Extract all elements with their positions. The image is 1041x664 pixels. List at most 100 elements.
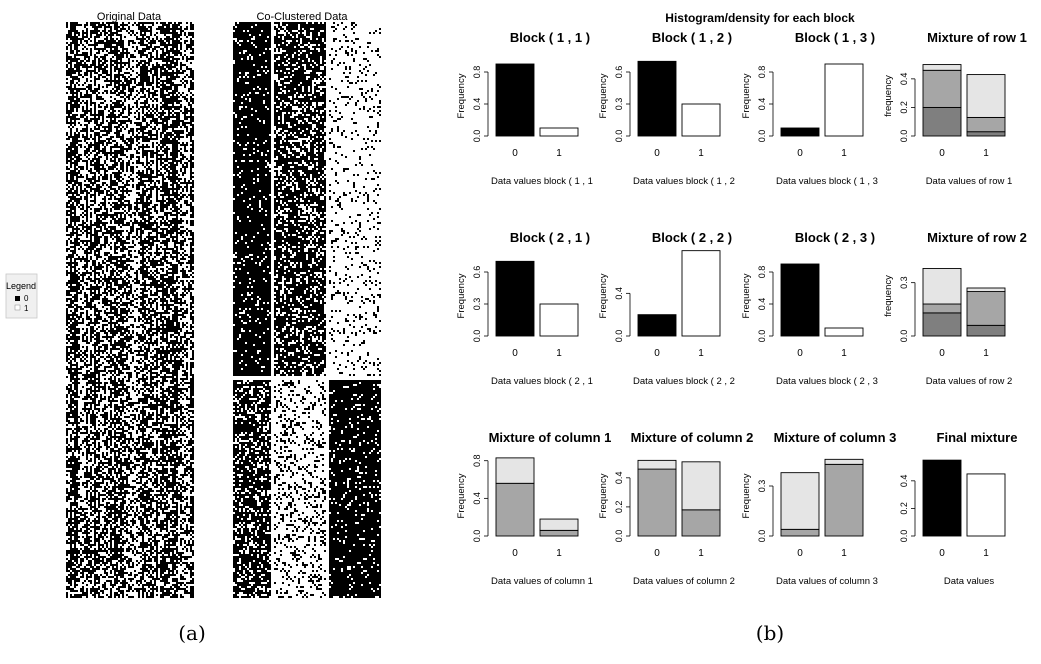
x-axis-label: Data values of row 2	[926, 376, 1013, 387]
x-tick-label: 1	[983, 548, 989, 559]
histogram-8: Mixture of row 2 frequency 0.0 0.3 0 1 Data va…	[883, 230, 1027, 387]
bar-1-segment-1	[966, 324, 1006, 337]
x-tick-label: 1	[698, 348, 704, 359]
x-axis-label: Data values	[944, 576, 994, 587]
y-tick-label: 0.0	[899, 130, 909, 143]
x-axis-label: Data values of row 1	[926, 176, 1013, 187]
bar-1	[539, 127, 579, 137]
y-tick-label: 0.8	[472, 66, 482, 79]
x-tick-label: 1	[556, 548, 562, 559]
histogram-title: Block ( 2 , 3 )	[795, 230, 875, 245]
x-tick-label: 1	[841, 548, 847, 559]
x-tick-label: 1	[698, 148, 704, 159]
bar-1-segment-1	[966, 131, 1006, 137]
x-tick-label: 0	[512, 348, 518, 359]
x-axis-label: Data values block ( 1 , 3	[776, 176, 878, 187]
y-tick-label: 0.0	[899, 530, 909, 543]
bar-0	[495, 260, 535, 337]
legend-title: Legend	[6, 281, 36, 291]
bar-0-segment-1	[780, 528, 820, 537]
y-axis-label: Frequency	[598, 473, 609, 518]
histogram-10: Mixture of column 2 Frequency 0.0 0.2 0.4 0 1 D…	[598, 430, 753, 587]
x-tick-label: 0	[654, 548, 660, 559]
x-tick-label: 0	[654, 348, 660, 359]
bar-0	[780, 263, 820, 337]
matrix-block-1-2-cells	[274, 22, 326, 376]
histogram-grid: Block ( 1 , 1 ) Frequency 0.0 0.4 0.8 0 1 Data …	[456, 30, 1027, 587]
y-tick-label: 0.4	[899, 475, 909, 488]
histogram-title: Mixture of column 2	[631, 430, 754, 445]
x-tick-label: 1	[556, 348, 562, 359]
histogram-title: Block ( 1 , 2 )	[652, 30, 732, 45]
bar-1-segment-1	[824, 463, 864, 537]
caption-b: (b)	[756, 621, 784, 645]
histogram-title: Mixture of row 2	[927, 230, 1027, 245]
y-axis-label: Frequency	[456, 73, 467, 118]
histogram-title: Block ( 2 , 2 )	[652, 230, 732, 245]
x-tick-label: 0	[512, 148, 518, 159]
x-tick-label: 1	[841, 348, 847, 359]
original-data-title: Original Data	[97, 11, 162, 23]
y-tick-label: 0.4	[614, 472, 624, 485]
y-tick-label: 0.0	[757, 330, 767, 343]
bar-0-segment-3	[922, 64, 962, 71]
y-tick-label: 0.0	[757, 130, 767, 143]
matrix-block-2-1-cells	[233, 380, 271, 598]
bar-0	[780, 127, 820, 137]
y-tick-label: 0.0	[614, 330, 624, 343]
bar-1	[824, 63, 864, 137]
bar-0-segment-1	[922, 106, 962, 137]
y-tick-label: 0.6	[614, 66, 624, 79]
y-tick-label: 0.0	[472, 130, 482, 143]
legend: Legend 0 1	[5, 273, 38, 319]
histogram-4: Mixture of row 1 frequency 0.0 0.2 0.4 0 1 Data…	[883, 30, 1027, 187]
y-axis-label: Frequency	[598, 273, 609, 318]
x-tick-label: 0	[797, 348, 803, 359]
y-tick-label: 0.0	[757, 530, 767, 543]
x-tick-label: 1	[983, 148, 989, 159]
histogram-title: Final mixture	[937, 430, 1018, 445]
histogram-6: Block ( 2 , 2 ) Frequency 0.0 0.4 0 1 Data val…	[598, 230, 735, 387]
histogram-12: Final mixture 0.0 0.2 0.4 0 1 Data values	[899, 430, 1017, 587]
bar-0-segment-3	[922, 267, 962, 305]
bar-1	[681, 250, 721, 337]
x-tick-label: 0	[939, 548, 945, 559]
y-tick-label: 0.0	[899, 330, 909, 343]
bar-0-segment-2	[637, 459, 677, 470]
y-axis-label: Frequency	[598, 73, 609, 118]
bar-1-segment-2	[966, 291, 1006, 326]
y-axis-label: Frequency	[741, 273, 752, 318]
panel-b: Histogram/density for each block Block (…	[456, 11, 1027, 645]
x-tick-label: 1	[983, 348, 989, 359]
bar-0-segment-1	[495, 482, 535, 537]
bar-0	[637, 60, 677, 137]
bar-0-segment-2	[922, 69, 962, 108]
y-tick-label: 0.2	[899, 502, 909, 515]
panel-b-title: Histogram/density for each block	[665, 11, 855, 25]
legend-box	[5, 273, 38, 319]
x-axis-label: Data values of column 3	[776, 576, 878, 587]
x-axis-label: Data values block ( 2 , 1	[491, 376, 593, 387]
x-tick-label: 1	[556, 148, 562, 159]
bar-1	[681, 103, 721, 137]
y-tick-label: 0.0	[472, 530, 482, 543]
bar-0	[495, 63, 535, 137]
bar-1-segment-3	[966, 287, 1006, 293]
bar-1-segment-1	[681, 509, 721, 537]
histogram-title: Mixture of row 1	[927, 30, 1027, 45]
histogram-title: Block ( 1 , 1 )	[510, 30, 590, 45]
bar-1-segment-1	[539, 529, 579, 537]
y-axis-label: Frequency	[456, 473, 467, 518]
legend-swatch-0	[15, 296, 20, 301]
original-data-cells	[66, 22, 194, 598]
y-axis-label: Frequency	[741, 73, 752, 118]
x-tick-label: 1	[841, 148, 847, 159]
histogram-title: Block ( 1 , 3 )	[795, 30, 875, 45]
y-axis-label: Frequency	[456, 273, 467, 318]
y-tick-label: 0.3	[899, 276, 909, 289]
x-axis-label: Data values block ( 2 , 3	[776, 376, 878, 387]
x-tick-label: 0	[512, 548, 518, 559]
panel-a: Original Data Co-Clustered Data Legend 0…	[5, 11, 381, 645]
